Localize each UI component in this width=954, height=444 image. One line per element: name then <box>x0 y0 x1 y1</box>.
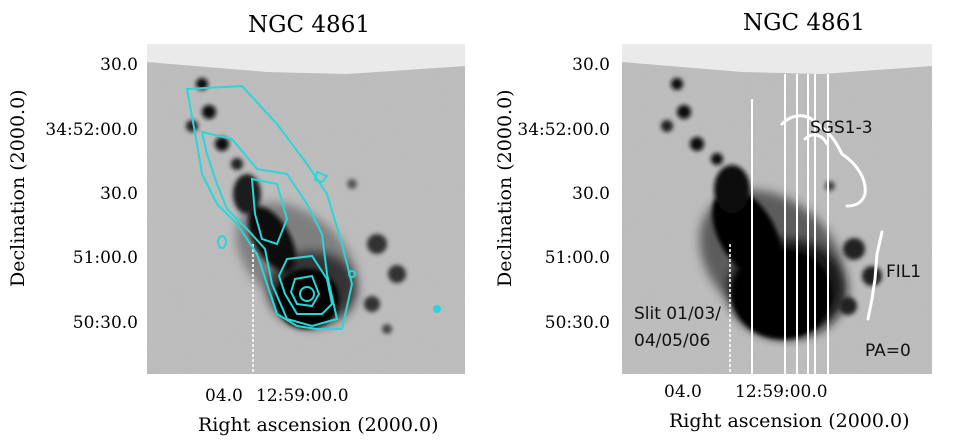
left-xtick: 12:59:00.0 <box>256 386 349 406</box>
left-ytick: 30.0 <box>100 55 138 75</box>
slit-label-line1: Slit 01/03/ <box>634 304 721 324</box>
left-panel: NGC 4861 Declination (2000.0) 30.0 34:52… <box>7 12 465 436</box>
left-ytick: 34:52:00.0 <box>45 120 138 140</box>
right-panel-title: NGC 4861 <box>743 10 865 36</box>
left-panel-title: NGC 4861 <box>248 12 370 38</box>
slit-label-line2: 04/05/06 <box>634 331 710 351</box>
left-y-axis-label: Declination (2000.0) <box>7 89 29 287</box>
left-xtick: 04.0 <box>205 386 243 406</box>
right-ytick: 51:00.0 <box>544 248 610 268</box>
left-ytick: 30.0 <box>100 184 138 204</box>
right-ytick: 34:52:00.0 <box>517 120 610 140</box>
right-ytick: 30.0 <box>572 184 610 204</box>
right-x-axis-label: Right ascension (2000.0) <box>669 410 910 432</box>
right-xtick: 12:59:00.0 <box>735 382 828 402</box>
right-ytick: 50:30.0 <box>544 313 610 333</box>
left-galaxy-image <box>147 44 465 374</box>
fil-label: FIL1 <box>886 262 921 282</box>
left-ytick: 51:00.0 <box>72 248 138 268</box>
right-ytick: 30.0 <box>572 55 610 75</box>
right-xtick: 04.0 <box>664 382 702 402</box>
left-ytick: 50:30.0 <box>72 313 138 333</box>
right-galaxy-image: SGS1-3 FIL1 Slit 01/03/ 04/05/06 PA=0 <box>622 44 932 374</box>
right-panel: NGC 4861 Declination (2000.0) 30.0 34:52… <box>477 0 954 444</box>
sgs-label: SGS1-3 <box>810 118 873 138</box>
pa-label: PA=0 <box>865 341 911 361</box>
left-x-axis-label: Right ascension (2000.0) <box>198 414 439 436</box>
